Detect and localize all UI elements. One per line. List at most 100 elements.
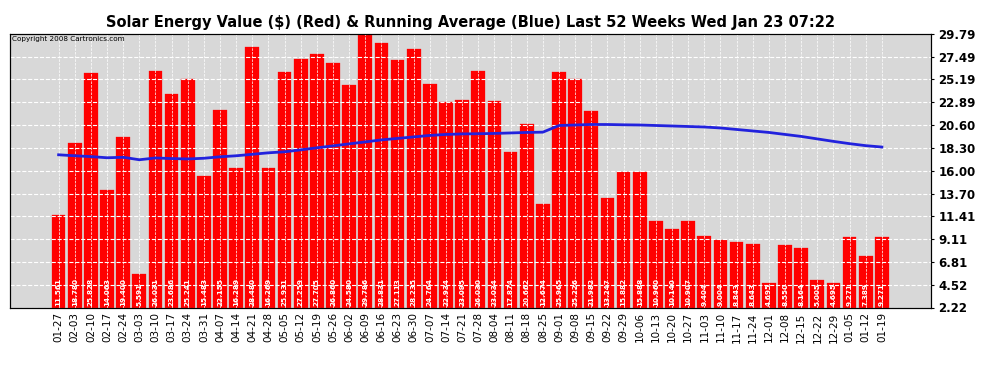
Text: 9.404: 9.404 xyxy=(701,283,707,306)
Text: 24.764: 24.764 xyxy=(427,278,433,306)
Text: 11.561: 11.561 xyxy=(55,278,61,306)
Bar xyxy=(294,59,308,308)
Bar xyxy=(842,237,856,308)
Text: 22.155: 22.155 xyxy=(217,278,223,306)
Text: 19.400: 19.400 xyxy=(120,278,126,306)
Bar xyxy=(116,137,130,308)
Text: 4.695: 4.695 xyxy=(766,283,772,306)
Text: 8.164: 8.164 xyxy=(798,283,804,306)
Text: 26.030: 26.030 xyxy=(475,278,481,306)
Bar xyxy=(407,49,421,308)
Text: 26.860: 26.860 xyxy=(330,278,336,306)
Text: 29.786: 29.786 xyxy=(362,278,368,306)
Text: 13.247: 13.247 xyxy=(605,278,611,306)
Title: Solar Energy Value ($) (Red) & Running Average (Blue) Last 52 Weeks Wed Jan 23 0: Solar Energy Value ($) (Red) & Running A… xyxy=(106,15,835,30)
Bar xyxy=(133,274,147,308)
Text: 7.389: 7.389 xyxy=(862,283,869,306)
Text: 10.907: 10.907 xyxy=(685,278,691,306)
Text: 9.004: 9.004 xyxy=(718,283,724,306)
Bar xyxy=(859,256,872,307)
Text: 12.674: 12.674 xyxy=(540,278,545,306)
Text: 27.113: 27.113 xyxy=(395,278,401,306)
Bar xyxy=(423,84,437,308)
Text: 25.226: 25.226 xyxy=(572,278,578,306)
Bar xyxy=(536,204,549,308)
Bar xyxy=(649,221,662,308)
Bar xyxy=(455,100,469,308)
Text: 25.828: 25.828 xyxy=(88,278,94,306)
Text: 21.982: 21.982 xyxy=(588,278,594,306)
Text: 4.695: 4.695 xyxy=(831,283,837,306)
Text: 27.259: 27.259 xyxy=(298,278,304,306)
Bar xyxy=(197,176,211,308)
Bar xyxy=(811,280,825,308)
Text: 8.643: 8.643 xyxy=(749,283,755,306)
Text: 15.888: 15.888 xyxy=(637,278,643,306)
Text: 25.931: 25.931 xyxy=(281,278,288,306)
Bar xyxy=(698,236,711,308)
Text: 9.271: 9.271 xyxy=(846,283,852,306)
Text: 20.662: 20.662 xyxy=(524,278,530,306)
Text: 14.063: 14.063 xyxy=(104,278,110,306)
Bar xyxy=(520,124,534,308)
Bar xyxy=(310,54,324,307)
Text: 26.031: 26.031 xyxy=(152,278,158,306)
Text: 25.241: 25.241 xyxy=(185,278,191,306)
Text: 22.934: 22.934 xyxy=(444,278,449,306)
Bar xyxy=(181,79,195,308)
Text: 15.882: 15.882 xyxy=(621,278,627,306)
Bar xyxy=(601,198,615,308)
Text: 28.480: 28.480 xyxy=(249,278,255,306)
Bar xyxy=(440,102,452,308)
Bar xyxy=(213,110,227,308)
Bar xyxy=(100,190,114,308)
Bar xyxy=(261,168,275,308)
Bar xyxy=(246,47,259,308)
Bar xyxy=(504,152,518,308)
Bar xyxy=(84,73,98,308)
Bar xyxy=(326,63,340,308)
Bar xyxy=(358,34,372,308)
Bar xyxy=(374,43,388,308)
Text: 15.483: 15.483 xyxy=(201,278,207,306)
Bar xyxy=(552,72,566,308)
Bar xyxy=(681,221,695,308)
Text: Copyright 2008 Cartronics.com: Copyright 2008 Cartronics.com xyxy=(12,36,125,42)
Text: 23.034: 23.034 xyxy=(491,278,497,306)
Text: 28.831: 28.831 xyxy=(378,278,384,306)
Bar xyxy=(617,172,631,308)
Bar xyxy=(778,244,792,308)
Text: 18.780: 18.780 xyxy=(71,278,78,306)
Text: 10.140: 10.140 xyxy=(669,278,675,306)
Text: 17.874: 17.874 xyxy=(508,278,514,306)
Text: 8.843: 8.843 xyxy=(734,283,740,306)
Text: 5.005: 5.005 xyxy=(815,283,821,306)
Bar xyxy=(164,94,178,308)
Text: 23.095: 23.095 xyxy=(459,278,465,306)
Bar xyxy=(391,60,405,308)
Bar xyxy=(488,101,501,308)
Bar xyxy=(148,71,162,308)
Bar xyxy=(51,215,65,308)
Bar xyxy=(730,242,743,308)
Bar xyxy=(745,244,759,308)
Bar xyxy=(568,79,582,308)
Bar xyxy=(633,172,646,308)
Bar xyxy=(665,229,679,308)
Text: 25.965: 25.965 xyxy=(556,278,562,306)
Bar xyxy=(230,168,243,308)
Bar xyxy=(827,283,841,308)
Bar xyxy=(584,111,598,308)
Bar xyxy=(794,249,808,308)
Bar xyxy=(875,237,889,308)
Text: 24.580: 24.580 xyxy=(346,278,352,306)
Text: 5.591: 5.591 xyxy=(137,283,143,306)
Text: 23.686: 23.686 xyxy=(168,278,174,306)
Text: 16.269: 16.269 xyxy=(265,278,271,306)
Text: 27.705: 27.705 xyxy=(314,278,320,306)
Bar xyxy=(68,143,81,308)
Bar xyxy=(278,72,291,308)
Text: 8.550: 8.550 xyxy=(782,283,788,306)
Text: 16.289: 16.289 xyxy=(234,278,240,306)
Bar xyxy=(714,240,728,308)
